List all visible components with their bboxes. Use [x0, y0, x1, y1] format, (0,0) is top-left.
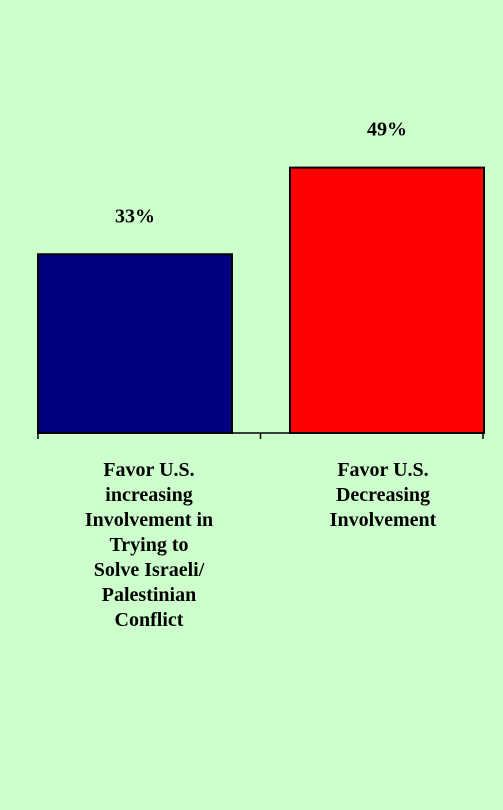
value-label-increasing: 33% [115, 205, 155, 227]
category-label-decreasing: Favor U.S. Decreasing Involvement [329, 459, 437, 531]
bar-decreasing-involvement [289, 166, 485, 434]
category-label-increasing: Favor U.S. increasing Involvement in Try… [84, 459, 214, 631]
value-label-decreasing: 49% [367, 119, 407, 141]
value-labels-layer: 33% 49% [115, 119, 407, 228]
bar-increasing-involvement [37, 253, 233, 434]
bars-layer [37, 166, 485, 434]
